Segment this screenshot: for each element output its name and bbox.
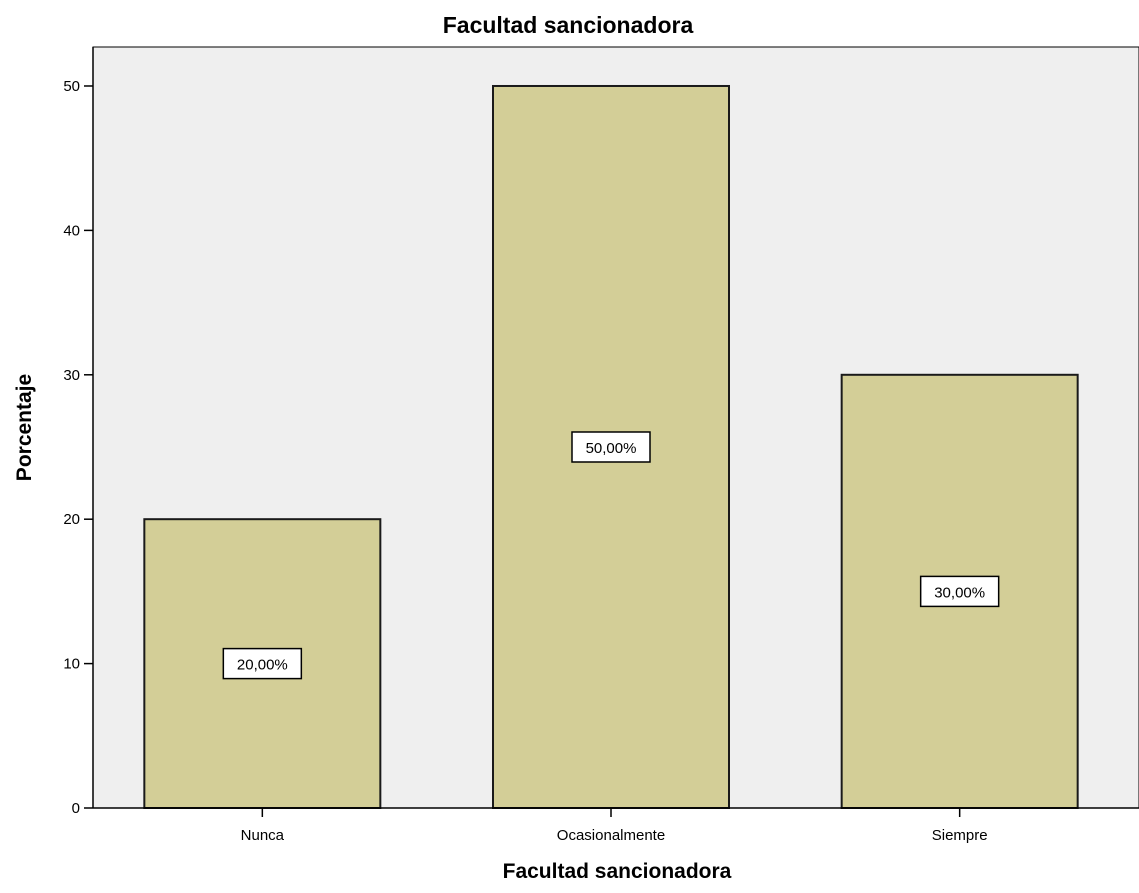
y-tick-label: 40 xyxy=(63,222,80,239)
data-label: 50,00% xyxy=(571,431,651,463)
y-tick-label: 50 xyxy=(63,78,80,95)
data-label-box xyxy=(571,431,651,463)
x-tick-label: Ocasionalmente xyxy=(557,827,665,844)
data-label: 30,00% xyxy=(919,575,1000,608)
chart-title: Facultad sancionadora xyxy=(443,12,694,38)
y-axis-ticks: 0 10 20 30 40 50 xyxy=(63,78,93,817)
y-axis-title: Porcentaje xyxy=(13,374,36,481)
data-labels-group: 20,00% 50,00% 30,00% xyxy=(222,431,1000,680)
x-tick-label: Nunca xyxy=(241,827,285,844)
axes-group xyxy=(92,47,1139,809)
x-axis-title: Facultad sancionadora xyxy=(503,860,732,883)
x-tick-label: Siempre xyxy=(932,827,988,844)
data-label: 20,00% xyxy=(222,647,303,680)
data-label-text: 20,00% xyxy=(237,657,288,674)
y-tick-label: 30 xyxy=(63,367,80,384)
data-label-text: 50,00% xyxy=(586,440,637,457)
data-label-box xyxy=(222,647,303,680)
data-label-text: 30,00% xyxy=(934,584,985,601)
data-label-box xyxy=(919,575,1000,608)
y-tick-label: 20 xyxy=(63,511,80,528)
y-tick-label: 0 xyxy=(72,800,80,817)
y-tick-label: 10 xyxy=(63,656,80,673)
x-axis-ticks: Nunca Ocasionalmente Siempre xyxy=(241,808,988,844)
